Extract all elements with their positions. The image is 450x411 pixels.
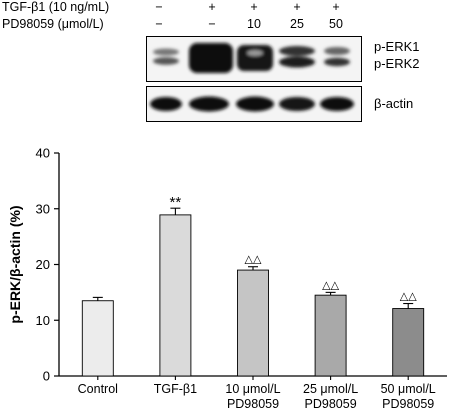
perk-blot-image: [146, 36, 362, 82]
significance-mark-3: △△: [322, 279, 339, 291]
category-label-2: 10 μmol/L: [225, 382, 280, 396]
bar-2: [237, 269, 269, 377]
y-axis-title: p-ERK/β-actin (%): [7, 205, 23, 323]
beta-actin-blot-image: [146, 86, 362, 122]
category-label-3: 25 μmol/L: [303, 382, 358, 396]
perk2-label: p-ERK2: [374, 56, 420, 71]
beta-actin-bands: [150, 96, 354, 112]
y-tick-label-4: 40: [36, 146, 50, 161]
beta-actin-label: β-actin: [374, 96, 414, 111]
category-sublabel-4: PD98059: [382, 397, 434, 411]
pd-value-lane-4: 25: [290, 17, 304, 31]
tgf-value-lane-1: −: [155, 0, 163, 14]
pd-value-lane-2: −: [208, 17, 216, 31]
tgf-condition-label: TGF-β1 (10 ng/mL): [2, 0, 110, 14]
category-label-4: 50 μmol/L: [381, 382, 436, 396]
tgf-value-lane-3: +: [250, 0, 258, 14]
bar-0: [81, 300, 114, 377]
significance-mark-4: △△: [400, 291, 417, 303]
y-tick-label-0: 0: [43, 369, 50, 384]
category-sublabel-2: PD98059: [227, 397, 279, 411]
perk-bands: [153, 43, 350, 73]
pd-value-lane-3: 10: [247, 17, 261, 31]
pd-value-lane-5: 50: [329, 17, 343, 31]
significance-mark-1: **: [170, 194, 182, 211]
category-label-1: TGF-β1: [154, 382, 197, 396]
pd-value-lane-1: −: [155, 17, 163, 31]
perk1-label: p-ERK1: [374, 39, 420, 54]
tgf-value-lane-4: +: [293, 0, 301, 14]
category-label-0: Control: [78, 382, 118, 396]
significance-mark-2: △△: [245, 254, 262, 266]
y-tick-label-2: 20: [36, 257, 50, 272]
category-sublabel-3: PD98059: [305, 397, 357, 411]
bar-1: [159, 214, 192, 377]
tgf-value-lane-2: +: [208, 0, 216, 14]
y-tick-label-3: 30: [36, 201, 50, 216]
y-tick-label-1: 10: [36, 313, 50, 328]
bar-3: [314, 294, 347, 377]
bar-4: [392, 308, 425, 377]
pd98059-condition-label: PD98059 (μmol/L): [2, 17, 104, 31]
tgf-value-lane-5: +: [332, 0, 340, 14]
